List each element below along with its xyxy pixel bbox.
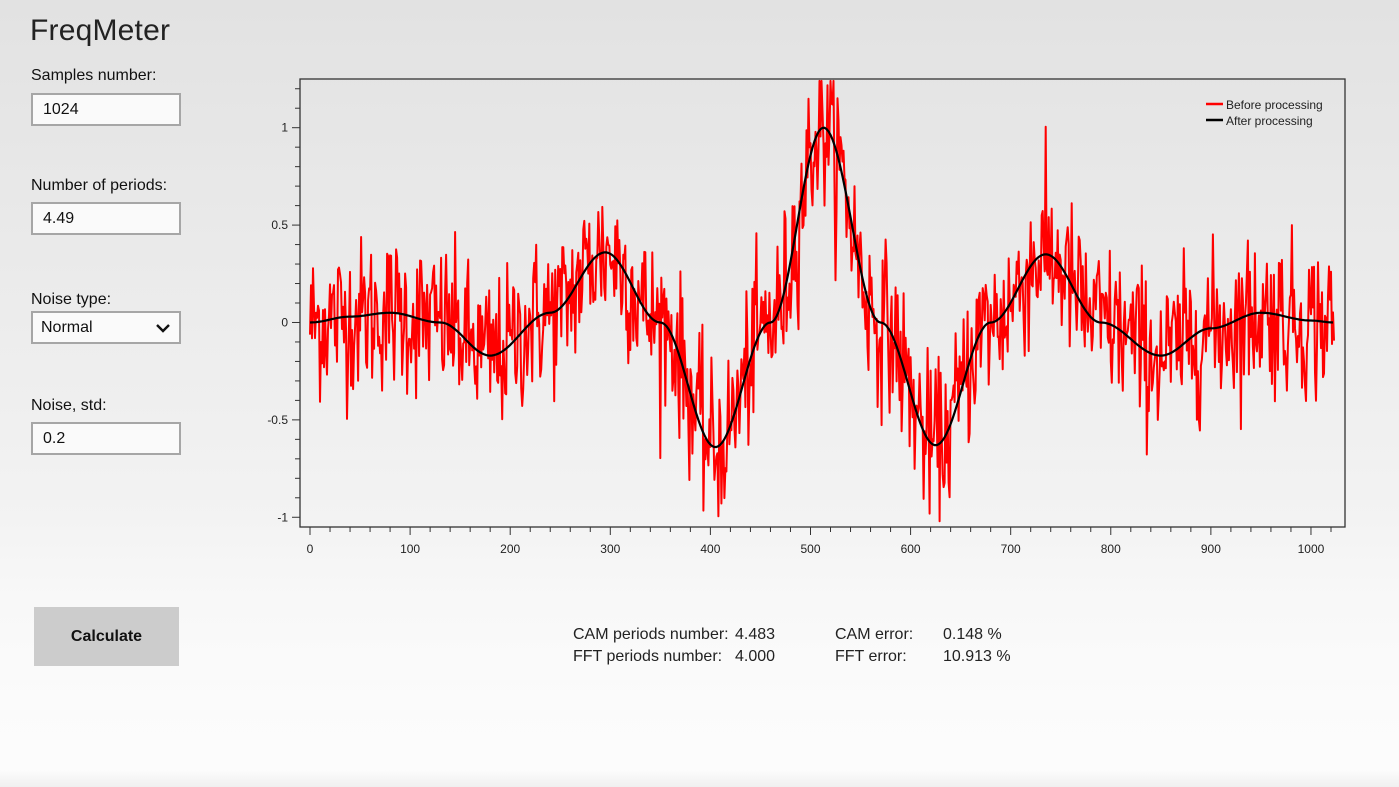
y-tick-label: 0.5 xyxy=(271,218,288,232)
noise-type-label: Noise type: xyxy=(31,291,112,308)
x-tick-label: 300 xyxy=(600,542,620,556)
noise-std-label: Noise, std: xyxy=(31,397,107,414)
noise-type-value: Normal xyxy=(41,318,93,336)
periods-input[interactable] xyxy=(31,202,181,235)
results-labels-2: CAM error: FFT error: xyxy=(835,624,913,668)
legend-before-label: Before processing xyxy=(1226,98,1323,112)
x-tick-label: 400 xyxy=(700,542,720,556)
plot-lines xyxy=(309,79,1335,523)
after-processing-line xyxy=(309,126,1334,449)
axes: 0 100 200 300 400 500 600 700 800 900 1000 -1 -0.5 0 0… xyxy=(267,88,1332,556)
cam-error-value: 0.148 % xyxy=(943,626,1002,643)
legend-after-label: After processing xyxy=(1226,114,1313,128)
fft-error-label: FFT error: xyxy=(835,648,907,665)
fft-periods-value: 4.000 xyxy=(735,648,776,665)
samples-input[interactable] xyxy=(31,93,181,126)
x-tick-label: 100 xyxy=(400,542,420,556)
x-tick-label: 700 xyxy=(1001,542,1021,556)
results-values-1: 4.483 4.000 xyxy=(735,624,775,668)
calculate-button[interactable]: Calculate xyxy=(34,607,179,666)
cam-periods-value: 4.483 xyxy=(735,626,776,643)
noise-type-select[interactable]: Normal xyxy=(31,311,181,344)
y-tick-label: -0.5 xyxy=(267,413,288,427)
x-tick-label: 800 xyxy=(1101,542,1121,556)
app-title: FreqMeter xyxy=(30,14,171,47)
results-labels-1: CAM periods number: FFT periods number: xyxy=(573,624,729,668)
y-tick-label: 0 xyxy=(281,315,288,329)
cam-periods-label: CAM periods number: xyxy=(573,626,729,643)
chart-legend: Before processing After processing xyxy=(1206,98,1323,128)
x-tick-label: 200 xyxy=(500,542,520,556)
y-tick-label: 1 xyxy=(281,121,288,135)
before-processing-line xyxy=(309,79,1335,523)
x-tick-label: 500 xyxy=(800,542,820,556)
noise-std-input[interactable] xyxy=(31,422,181,455)
periods-label: Number of periods: xyxy=(31,177,168,194)
fft-periods-label: FFT periods number: xyxy=(573,648,723,665)
y-tick-label: -1 xyxy=(277,510,288,524)
chart-svg: 0 100 200 300 400 500 600 700 800 900 1000 -1 -0.5 0 0… xyxy=(267,78,1346,556)
x-tick-label: 1000 xyxy=(1298,542,1325,556)
fft-error-value: 10.913 % xyxy=(943,648,1011,665)
x-tick-label: 0 xyxy=(307,542,314,556)
x-tick-label: 900 xyxy=(1201,542,1221,556)
chevron-down-icon xyxy=(156,323,170,333)
samples-label: Samples number: xyxy=(31,67,157,84)
cam-error-label: CAM error: xyxy=(835,626,914,643)
signal-chart: 0 100 200 300 400 500 600 700 800 900 1000 -1 -0.5 0 0… xyxy=(250,70,1360,570)
x-tick-label: 600 xyxy=(901,542,921,556)
results-values-2: 0.148 % 10.913 % xyxy=(943,624,1011,668)
